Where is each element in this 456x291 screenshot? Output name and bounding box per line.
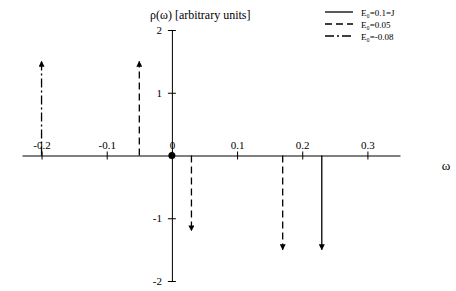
x-tick: -0.1 (99, 139, 116, 160)
y-axis: -2 -1 1 2 (153, 24, 176, 287)
delta-arrow (41, 61, 42, 155)
x-axis: -0.2-0.100.10.20.3 (23, 139, 401, 160)
delta-arrow (139, 61, 140, 155)
x-tick-label: 0.2 (296, 139, 310, 151)
x-tick-mark (107, 152, 108, 160)
x-tick-mark (367, 152, 368, 160)
legend-swatch (325, 35, 353, 36)
legend-label: E₀=0.1=J (361, 8, 395, 18)
x-tick: 0.1 (231, 139, 245, 160)
legend-swatch (325, 11, 353, 12)
y-tick-label: -2 (153, 275, 162, 287)
y-tick-mark (168, 281, 176, 282)
x-tick-mark (237, 152, 238, 160)
legend-label: E₀=0.05 (361, 20, 391, 30)
y-tick: -1 (153, 212, 176, 224)
x-tick-label: 0.3 (361, 139, 375, 151)
x-tick: 0.3 (361, 139, 375, 160)
x-tick-label: -0.1 (99, 139, 116, 151)
x-axis-title: ω (442, 158, 451, 173)
x-tick-mark (302, 152, 303, 160)
plot-area (42, 61, 322, 249)
delta-arrow (191, 156, 192, 231)
y-axis-title: ρ(ω) [arbitrary units] (150, 8, 251, 22)
y-tick-label: 2 (156, 24, 162, 36)
point (168, 152, 175, 159)
delta-arrow (321, 156, 322, 250)
legend-label: E₀=-0.08 (361, 32, 394, 42)
y-tick-mark (168, 93, 176, 94)
y-tick-mark (168, 218, 176, 219)
y-tick-mark (168, 30, 176, 31)
legend-swatch (325, 23, 353, 24)
chart: -0.2-0.100.10.20.3-2-112ρ(ω) [arbitrary … (0, 0, 456, 291)
x-tick-label: 0.1 (231, 139, 245, 151)
x-axis-line (23, 156, 401, 157)
y-tick: 2 (156, 24, 176, 36)
y-tick: 1 (156, 87, 176, 99)
y-tick: -2 (153, 275, 176, 287)
y-tick-label: -1 (153, 212, 162, 224)
y-tick-label: 1 (156, 87, 162, 99)
x-tick: 0.2 (296, 139, 310, 160)
delta-arrow (282, 156, 283, 250)
legend: E₀=0.1=J E₀=0.05 E₀=-0.08 (325, 8, 395, 42)
